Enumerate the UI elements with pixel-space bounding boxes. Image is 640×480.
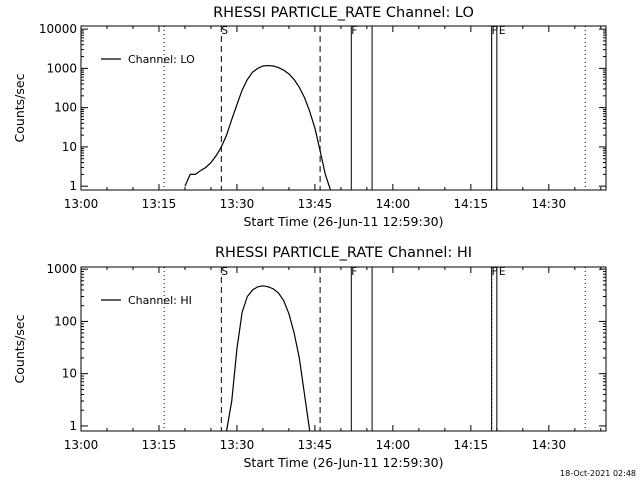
y-tick-label: 10 (62, 140, 77, 154)
x-axis-label: Start Time (26-Jun-11 12:59:30) (244, 214, 444, 229)
x-tick-label: 13:00 (64, 438, 99, 452)
x-tick-label: 14:00 (376, 438, 411, 452)
plot-frame (80, 266, 607, 432)
y-tick-label: 10000 (39, 22, 77, 36)
event-marker-label: S (221, 266, 228, 278)
y-tick-label: 100 (54, 101, 77, 115)
event-marker-label: F (492, 266, 498, 278)
y-axis-label: Counts/sec (12, 73, 27, 142)
x-tick-label: 13:45 (298, 438, 333, 452)
x-tick-label: 14:30 (532, 197, 567, 211)
x-tick-label: 13:30 (220, 197, 255, 211)
x-tick-label: 13:15 (142, 197, 177, 211)
x-tick-label: 14:15 (454, 197, 489, 211)
event-marker-label: E (499, 266, 506, 278)
x-axis-label: Start Time (26-Jun-11 12:59:30) (244, 455, 444, 470)
date-stamp: 18-Oct-2021 02:48 (560, 469, 636, 478)
series-line (225, 285, 311, 432)
plot-frame (80, 25, 607, 191)
event-marker-label: S (221, 25, 228, 37)
x-tick-label: 14:00 (376, 197, 411, 211)
y-tick-label: 1 (69, 419, 77, 433)
event-marker-label: F (351, 25, 357, 37)
y-tick-label: 1000 (46, 262, 77, 276)
event-marker-label: F (351, 266, 357, 278)
event-marker-label: E (499, 25, 506, 37)
x-tick-label: 14:30 (532, 438, 567, 452)
series-line (184, 64, 332, 191)
y-tick-label: 1000 (46, 61, 77, 75)
legend-label: Channel: LO (128, 53, 195, 66)
y-tick-label: 100 (54, 314, 77, 328)
event-marker-label: F (492, 25, 498, 37)
chart-title: RHESSI PARTICLE_RATE Channel: HI (215, 245, 472, 261)
chart-title: RHESSI PARTICLE_RATE Channel: LO (213, 5, 474, 21)
x-tick-label: 13:45 (298, 197, 333, 211)
panel-1: RHESSI PARTICLE_RATE Channel: LO 13:00 13:… (12, 5, 607, 229)
y-tick-label: 1 (69, 179, 77, 193)
y-axis-label: Counts/sec (12, 314, 27, 383)
x-tick-label: 14:15 (454, 438, 489, 452)
x-tick-label: 13:15 (142, 438, 177, 452)
x-tick-label: 13:30 (220, 438, 255, 452)
x-tick-label: 13:00 (64, 197, 99, 211)
legend-label: Channel: HI (128, 294, 192, 307)
y-tick-label: 10 (62, 367, 77, 381)
panel-2: RHESSI PARTICLE_RATE Channel: HI 13:00 13:… (12, 245, 607, 470)
